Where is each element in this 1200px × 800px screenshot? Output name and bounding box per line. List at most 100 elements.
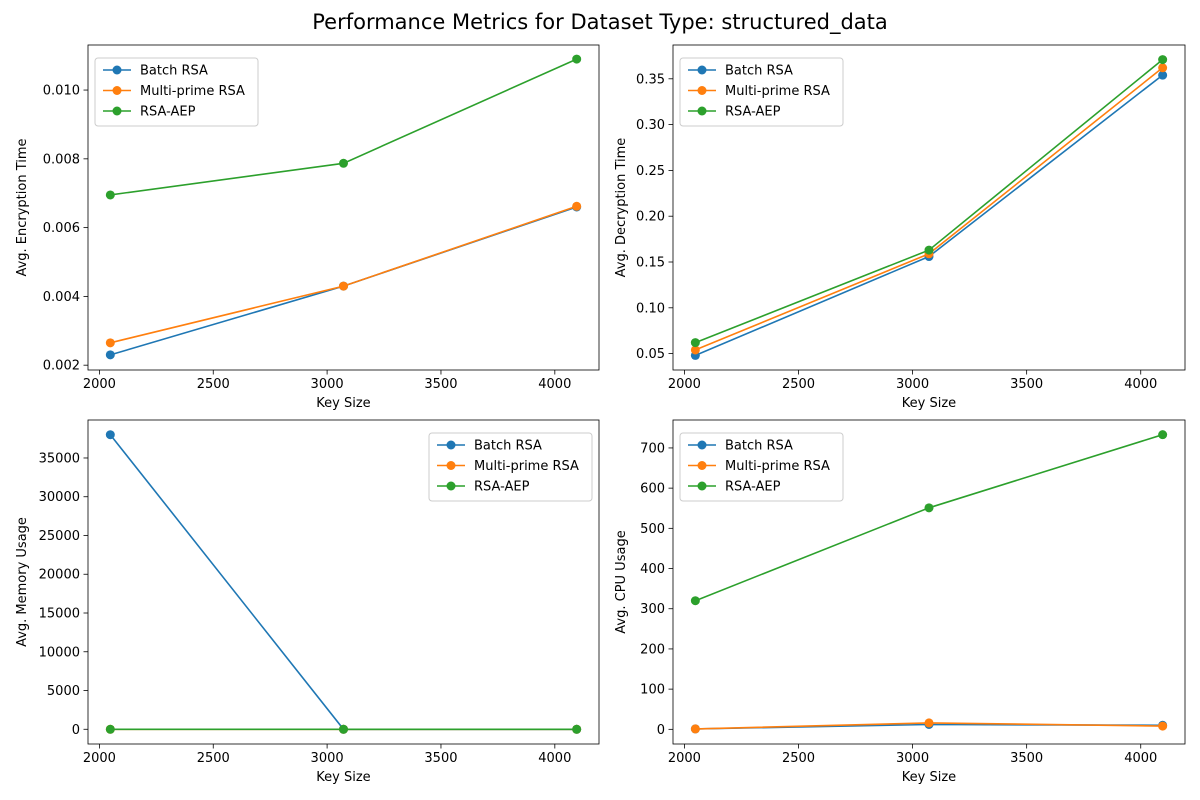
- subplot-1: 2000 2500 3000 3500 4000 0.002 0.004 0.006 0.008…: [15, 44, 600, 411]
- legend-swatch-marker: [112, 65, 122, 75]
- data-point: [572, 54, 582, 64]
- x-tick-label: 2500: [782, 377, 815, 392]
- data-point: [690, 724, 700, 734]
- x-axis-label: Key Size: [902, 396, 956, 411]
- legend: Batch RSA Multi-prime RSA RSA-AEP: [679, 57, 844, 127]
- y-tick-label: 200: [640, 642, 665, 657]
- y-tick-label: 0.15: [636, 256, 665, 271]
- series-line-1: [110, 206, 577, 356]
- legend-label: RSA-AEP: [140, 105, 196, 120]
- data-point: [105, 430, 115, 440]
- y-tick-label: 35000: [39, 451, 80, 466]
- legend-swatch-marker: [446, 481, 456, 491]
- x-tick-label: 2500: [782, 751, 815, 766]
- data-point: [339, 281, 348, 291]
- legend-label: Batch RSA: [140, 64, 208, 79]
- legend-swatch-marker: [446, 461, 456, 470]
- x-tick-label: 3500: [424, 751, 457, 766]
- y-tick-label: 0.010: [43, 84, 80, 99]
- x-tick-label: 2000: [668, 751, 701, 766]
- x-tick-label: 3500: [1010, 751, 1043, 766]
- x-tick-label: 3000: [896, 377, 929, 392]
- data-point: [105, 350, 115, 360]
- y-tick-label: 0.004: [43, 290, 80, 305]
- y-tick-label: 10000: [39, 645, 80, 660]
- y-tick-label: 100: [640, 683, 665, 698]
- y-tick-label: 0: [72, 723, 80, 738]
- y-tick-label: 0.25: [636, 164, 665, 179]
- x-tick-label: 3000: [311, 377, 344, 392]
- data-point: [1158, 63, 1168, 73]
- legend-label: Multi-prime RSA: [474, 459, 579, 474]
- y-tick-label: 0.20: [636, 210, 665, 225]
- axes-frame: [672, 44, 1186, 371]
- x-tick-label: 2000: [83, 377, 116, 392]
- x-tick-label: 2500: [197, 751, 230, 766]
- legend-frame: [679, 432, 844, 502]
- legend-swatch-marker: [697, 86, 707, 95]
- y-axis-label: Avg. Decryption Time: [614, 138, 629, 278]
- data-point: [690, 338, 700, 348]
- x-tick-label: 3500: [1010, 377, 1043, 392]
- y-tick-label: 0.008: [43, 152, 80, 167]
- legend-swatch-marker: [112, 86, 122, 95]
- y-tick-label: 0.10: [636, 301, 665, 316]
- legend-frame: [679, 57, 844, 127]
- x-tick-label: 4000: [538, 377, 571, 392]
- legend-swatch-marker: [446, 440, 456, 450]
- legend-swatch-marker: [697, 106, 707, 116]
- legend-swatch-marker: [112, 106, 122, 116]
- y-tick-label: 600: [640, 482, 665, 497]
- legend-swatch-marker: [697, 65, 707, 75]
- figure-title: Performance Metrics for Dataset Type: st…: [312, 10, 888, 34]
- legend-label: RSA-AEP: [725, 480, 781, 495]
- x-tick-label: 4000: [1124, 377, 1157, 392]
- legend-label: RSA-AEP: [474, 480, 530, 495]
- data-point: [105, 338, 115, 348]
- data-point: [1158, 721, 1168, 731]
- x-axis-label: Key Size: [316, 396, 370, 411]
- x-tick-label: 3000: [896, 751, 929, 766]
- x-axis-label: Key Size: [316, 770, 370, 785]
- data-point: [1158, 70, 1168, 80]
- legend-label: Batch RSA: [725, 439, 793, 454]
- legend-label: Multi-prime RSA: [140, 84, 245, 99]
- legend-label: Multi-prime RSA: [725, 84, 830, 99]
- y-tick-label: 30000: [39, 490, 80, 505]
- legend-swatch-marker: [697, 440, 707, 450]
- legend-label: Batch RSA: [725, 64, 793, 79]
- legend: Batch RSA Multi-prime RSA RSA-AEP: [428, 432, 593, 502]
- x-tick-label: 3500: [424, 377, 457, 392]
- y-tick-label: 500: [640, 522, 665, 537]
- data-point: [572, 201, 582, 211]
- x-tick-label: 2000: [83, 751, 116, 766]
- x-axis-label: Key Size: [902, 770, 956, 785]
- y-tick-label: 0.35: [636, 72, 665, 87]
- y-tick-label: 25000: [39, 529, 80, 544]
- y-axis-label: Avg. CPU Usage: [614, 530, 629, 633]
- data-point: [572, 724, 582, 734]
- legend-swatch-marker: [697, 481, 707, 491]
- y-tick-label: 0: [657, 723, 665, 738]
- y-tick-label: 400: [640, 562, 665, 577]
- legend-label: Multi-prime RSA: [725, 459, 830, 474]
- y-axis-label: Avg. Encryption Time: [15, 138, 30, 276]
- data-point: [339, 158, 348, 168]
- subplot-2: 2000 2500 3000 3500 4000 0.05 0.10 0.15 0.20 0.25…: [614, 44, 1186, 411]
- y-tick-label: 0.05: [636, 347, 665, 362]
- y-tick-label: 0.006: [43, 221, 80, 236]
- x-tick-label: 4000: [538, 751, 571, 766]
- data-point: [1158, 430, 1168, 440]
- data-point: [339, 724, 348, 734]
- data-point: [105, 190, 115, 200]
- data-point: [924, 718, 934, 728]
- data-point: [690, 345, 700, 355]
- y-tick-label: 15000: [39, 607, 80, 622]
- data-point: [924, 245, 934, 255]
- subplot-4: 2000 2500 3000 3500 4000 0 100 200 300 400 500 600 7…: [614, 419, 1186, 785]
- x-tick-label: 2500: [197, 377, 230, 392]
- y-tick-label: 5000: [47, 684, 80, 699]
- data-point: [105, 724, 115, 734]
